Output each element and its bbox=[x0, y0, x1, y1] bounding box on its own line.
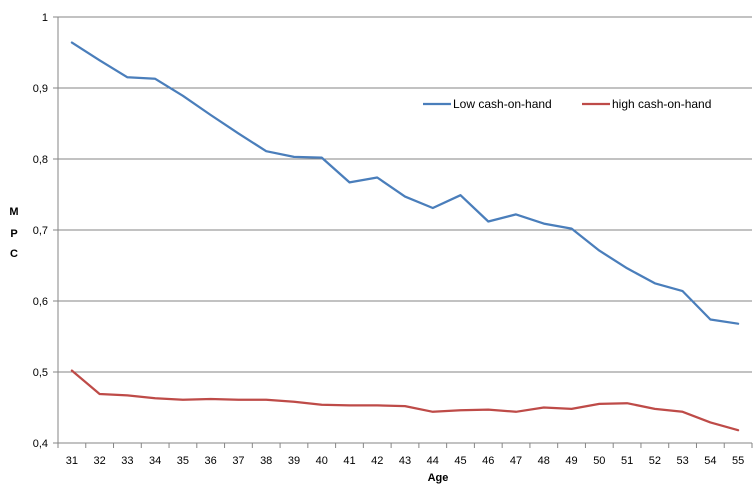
series-line-high-cash-on-hand bbox=[70, 369, 740, 432]
x-tick-label: 33 bbox=[121, 455, 133, 467]
x-tick-label: 41 bbox=[343, 455, 355, 467]
x-tick-label: 46 bbox=[482, 455, 494, 467]
x-tick-label: 35 bbox=[177, 455, 189, 467]
axes bbox=[53, 16, 753, 448]
legend-label: Low cash-on-hand bbox=[453, 97, 552, 111]
y-axis-title-letter: M bbox=[9, 206, 18, 218]
x-tick-label: 36 bbox=[205, 455, 217, 467]
x-tick-label: 38 bbox=[260, 455, 272, 467]
y-axis-title: MPC bbox=[9, 206, 18, 260]
series-lines bbox=[70, 41, 740, 432]
y-tick-label: 0,7 bbox=[33, 225, 48, 237]
y-tick-label: 1 bbox=[42, 12, 48, 24]
x-tick-label: 39 bbox=[288, 455, 300, 467]
y-tick-label: 0,5 bbox=[33, 367, 48, 379]
series-line-low-cash-on-hand bbox=[70, 41, 740, 325]
y-tick-label: 0,6 bbox=[33, 296, 48, 308]
x-tick-label: 54 bbox=[704, 455, 716, 467]
x-tick-label: 48 bbox=[538, 455, 550, 467]
x-tick-label: 49 bbox=[565, 455, 577, 467]
y-tick-label: 0,9 bbox=[33, 83, 48, 95]
gridlines bbox=[58, 16, 752, 373]
x-tick-label: 45 bbox=[454, 455, 466, 467]
x-tick-label: 37 bbox=[232, 455, 244, 467]
y-axis-title-letter: P bbox=[10, 228, 17, 240]
legend-label: high cash-on-hand bbox=[612, 97, 711, 111]
x-tick-labels: 31 32 33 34 35 36 37 38 39 40 41 42 43 44 45 46 47 48 49 50… bbox=[66, 455, 744, 467]
x-tick-label: 32 bbox=[94, 455, 106, 467]
x-tick-label: 44 bbox=[427, 455, 439, 467]
y-tick-label: 0,4 bbox=[33, 438, 48, 450]
x-axis-title: Age bbox=[428, 472, 449, 484]
x-tick-label: 31 bbox=[66, 455, 78, 467]
x-tick-label: 34 bbox=[149, 455, 161, 467]
x-tick-label: 40 bbox=[316, 455, 328, 467]
x-tick-label: 52 bbox=[649, 455, 661, 467]
y-axis-title-letter: C bbox=[10, 248, 18, 260]
legend: Low cash-on-hand high cash-on-hand bbox=[423, 97, 711, 111]
x-tick-label: 51 bbox=[621, 455, 633, 467]
y-tick-labels: 0,4 0,5 0,6 0,7 0,8 0,9 1 bbox=[33, 12, 48, 450]
x-tick-label: 42 bbox=[371, 455, 383, 467]
x-tick-label: 50 bbox=[593, 455, 605, 467]
x-tick-label: 43 bbox=[399, 455, 411, 467]
x-tick-label: 53 bbox=[676, 455, 688, 467]
x-tick-label: 55 bbox=[732, 455, 744, 467]
x-tick-label: 47 bbox=[510, 455, 522, 467]
y-tick-label: 0,8 bbox=[33, 154, 48, 166]
